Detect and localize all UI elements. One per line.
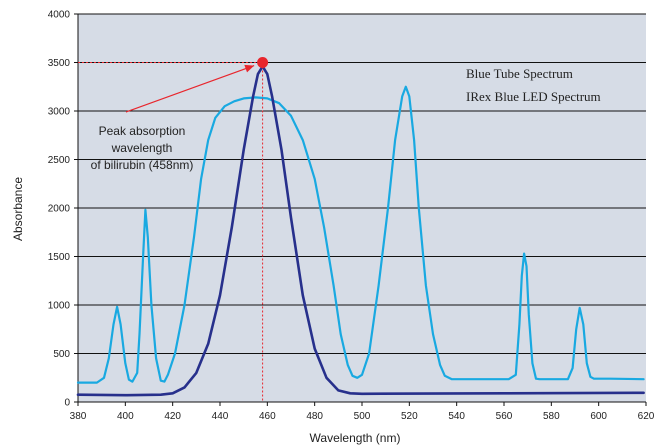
- series-line-blue-tube: [76, 85, 645, 384]
- x-tick-label-480: 480: [306, 411, 323, 422]
- x-tick-label-520: 520: [401, 411, 418, 422]
- x-tick-label-420: 420: [164, 411, 181, 422]
- y-tick-label-0: 0: [64, 398, 70, 409]
- annotation-layer: [78, 57, 269, 402]
- x-axis: 380 400 420 440 460 480 500 520 540 560 580 600 620: [70, 401, 654, 422]
- y-tick-label-1000: 1000: [48, 301, 71, 312]
- x-tick-label-440: 440: [212, 411, 229, 422]
- y-axis-title: Absorbance: [11, 177, 25, 241]
- y-axis: 0 500 1000 1500 2000 2500 3000 3500 4000: [48, 10, 79, 409]
- y-tick-label-2000: 2000: [48, 204, 71, 215]
- x-tick-label-400: 400: [117, 411, 134, 422]
- x-tick-label-600: 600: [590, 411, 607, 422]
- annotation-line-3: of bilirubin (458nm): [91, 158, 194, 172]
- x-tick-label-580: 580: [543, 411, 560, 422]
- x-tick-label-500: 500: [354, 411, 371, 422]
- x-tick-label-380: 380: [70, 411, 87, 422]
- annotation-line-1: Peak absorption: [99, 124, 186, 138]
- x-tick-label-560: 560: [496, 411, 513, 422]
- x-tick-label-460: 460: [259, 411, 276, 422]
- y-tick-label-500: 500: [53, 349, 70, 360]
- peak-marker-dot: [257, 57, 269, 68]
- y-tick-label-3500: 3500: [48, 58, 71, 69]
- annotation-arrowhead: [244, 64, 255, 73]
- y-tick-label-4000: 4000: [48, 10, 71, 21]
- y-tick-label-1500: 1500: [48, 252, 71, 263]
- annotation-arrow-line: [125, 65, 255, 113]
- legend-entry-blue-tube: Blue Tube Spectrum: [466, 66, 573, 81]
- x-tick-label-620: 620: [638, 411, 654, 422]
- annotation-line-2: wavelength: [111, 141, 173, 155]
- x-axis-title: Wavelength (nm): [310, 431, 401, 445]
- gridlines: [78, 13, 646, 354]
- y-tick-label-2500: 2500: [48, 155, 71, 166]
- x-tick-label-540: 540: [448, 411, 465, 422]
- legend-entry-irex-led: IRex Blue LED Spectrum: [466, 89, 601, 104]
- y-tick-label-3000: 3000: [48, 107, 71, 118]
